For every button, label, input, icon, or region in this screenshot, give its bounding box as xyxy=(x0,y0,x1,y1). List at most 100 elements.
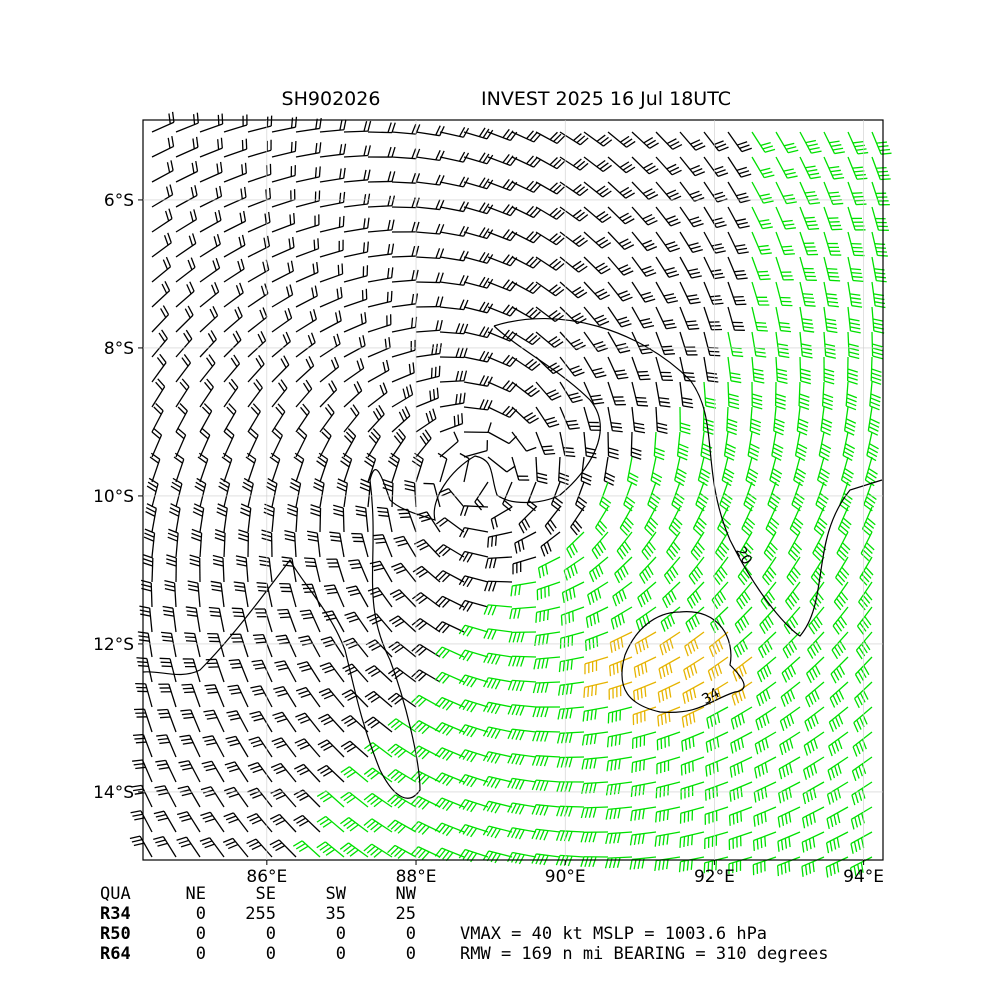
barb-feather xyxy=(363,767,373,775)
barb-feather xyxy=(599,187,609,195)
barb-feather xyxy=(367,120,372,132)
barb-feather xyxy=(334,312,339,323)
barb-feather xyxy=(696,566,704,576)
barb-feather xyxy=(820,447,831,454)
barb-feather xyxy=(833,176,845,180)
barb-feather xyxy=(822,418,833,424)
barb-feather xyxy=(435,125,441,136)
barb-feather xyxy=(181,712,193,716)
barb-feather xyxy=(209,610,221,614)
barb-feather xyxy=(728,397,739,402)
barb-feather xyxy=(514,853,521,864)
barb-staff xyxy=(631,231,648,252)
wind-barb xyxy=(803,731,825,756)
barb-feather xyxy=(486,727,494,738)
wind-barb xyxy=(439,225,469,237)
barb-feather xyxy=(612,429,623,433)
barb-feather xyxy=(820,468,830,475)
barb-feather xyxy=(391,243,395,255)
wind-barb xyxy=(799,306,815,333)
wind-barb xyxy=(556,805,585,817)
barb-feather xyxy=(437,452,448,460)
barb-feather xyxy=(682,405,694,409)
barb-feather xyxy=(195,160,199,172)
barb-feather xyxy=(612,664,615,675)
wind-barb xyxy=(487,456,516,473)
barb-feather xyxy=(785,645,792,656)
wind-barb xyxy=(656,756,681,775)
barb-feather xyxy=(741,593,749,604)
barb-feather xyxy=(293,456,303,464)
barb-feather xyxy=(275,634,287,638)
barb-feather xyxy=(865,479,875,487)
wind-barb xyxy=(779,731,801,756)
barb-feather xyxy=(606,760,609,772)
wind-barb xyxy=(558,656,585,673)
barb-feather xyxy=(487,376,493,387)
barb-feather xyxy=(853,698,860,709)
wind-barb xyxy=(871,306,885,334)
barb-feather xyxy=(411,694,420,703)
barb-feather xyxy=(829,279,841,282)
barb-feather xyxy=(737,620,744,631)
barb-feather xyxy=(346,745,357,753)
wind-barb xyxy=(727,331,744,358)
wind-barb xyxy=(387,692,417,708)
barb-feather xyxy=(323,427,332,437)
barb-feather xyxy=(618,734,621,745)
wind-barb xyxy=(199,185,223,208)
barb-feather xyxy=(260,331,267,341)
table-header: NW xyxy=(396,884,417,904)
barb-feather xyxy=(373,799,383,808)
barb-staff xyxy=(397,615,417,633)
wind-barb xyxy=(367,171,396,183)
barb-feather xyxy=(578,239,588,248)
wind-barb xyxy=(507,679,537,692)
wind-barb xyxy=(789,506,804,537)
barb-feather xyxy=(319,843,329,851)
barb-feather xyxy=(570,338,581,345)
barb-feather xyxy=(734,693,740,704)
barb-feather xyxy=(568,806,573,817)
barb-feather xyxy=(871,368,882,373)
barb-feather xyxy=(221,456,231,464)
wind-barb xyxy=(482,800,513,814)
barb-feather xyxy=(370,590,381,595)
barb-feather xyxy=(225,840,236,847)
wind-barb xyxy=(224,761,249,783)
barb-feather xyxy=(804,191,816,194)
wind-barb xyxy=(411,669,441,683)
barb-feather xyxy=(442,649,450,659)
barb-feather xyxy=(760,837,763,849)
barb-feather xyxy=(755,355,767,358)
barb-feather xyxy=(233,354,241,365)
wind-barb xyxy=(365,665,393,683)
barb-feather xyxy=(834,765,839,777)
barb-feather xyxy=(589,758,593,769)
barb-feather xyxy=(660,405,671,408)
barb-feather xyxy=(681,717,685,728)
wind-barb xyxy=(787,531,803,561)
wind-barb xyxy=(629,856,657,870)
wind-barb xyxy=(535,406,560,428)
wind-barb xyxy=(559,256,588,273)
wind-barb xyxy=(295,332,316,358)
barb-feather xyxy=(837,619,845,629)
barb-staff xyxy=(835,556,849,578)
barb-feather xyxy=(791,545,801,554)
wind-barb xyxy=(310,504,322,533)
barb-feather xyxy=(830,144,842,148)
barb-feather xyxy=(822,405,833,411)
barb-feather xyxy=(502,128,510,139)
barb-staff xyxy=(439,256,464,262)
barb-feather xyxy=(394,722,404,731)
barb-feather xyxy=(834,151,845,155)
barb-feather xyxy=(158,766,170,770)
barb-feather xyxy=(265,189,268,200)
barb-feather xyxy=(491,605,497,616)
barb-feather xyxy=(352,404,360,414)
barb-feather xyxy=(657,692,661,703)
barb-feather xyxy=(795,492,805,501)
wind-barb xyxy=(410,846,441,861)
barb-staff xyxy=(271,126,296,133)
